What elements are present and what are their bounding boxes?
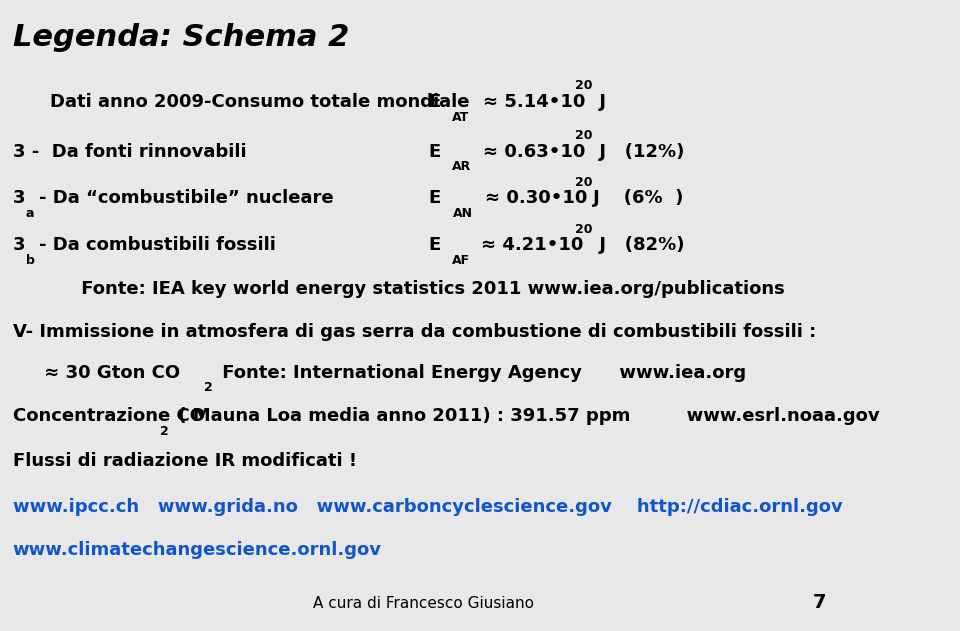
Text: J: J bbox=[593, 93, 607, 111]
Text: J    (6%  ): J (6% ) bbox=[593, 189, 684, 208]
Text: a: a bbox=[26, 207, 35, 220]
Text: E: E bbox=[428, 189, 441, 208]
Text: Legenda: Schema 2: Legenda: Schema 2 bbox=[12, 23, 348, 52]
Text: E: E bbox=[428, 236, 441, 254]
Text: - Da “combustibile” nucleare: - Da “combustibile” nucleare bbox=[39, 189, 334, 208]
Text: Dati anno 2009-Consumo totale mondiale: Dati anno 2009-Consumo totale mondiale bbox=[50, 93, 469, 111]
Text: Concentrazione CO: Concentrazione CO bbox=[12, 408, 204, 425]
Text: J   (12%): J (12%) bbox=[593, 143, 684, 161]
Text: Fonte: International Energy Agency      www.iea.org: Fonte: International Energy Agency www.i… bbox=[216, 363, 746, 382]
Text: Fonte: IEA key world energy statistics 2011 www.iea.org/publications: Fonte: IEA key world energy statistics 2… bbox=[50, 280, 785, 298]
Text: AF: AF bbox=[451, 254, 469, 267]
Text: ≈ 0.30•10: ≈ 0.30•10 bbox=[485, 189, 588, 208]
Text: 3: 3 bbox=[12, 236, 25, 254]
Text: - Da combustibili fossili: - Da combustibili fossili bbox=[39, 236, 276, 254]
Text: www.ipcc.ch   www.grida.no   www.carboncyclescience.gov    http://cdiac.ornl.gov: www.ipcc.ch www.grida.no www.carboncycle… bbox=[12, 498, 842, 516]
Text: 20: 20 bbox=[575, 129, 592, 142]
Text: AT: AT bbox=[451, 110, 468, 124]
Text: 2: 2 bbox=[160, 425, 169, 438]
Text: ≈ 0.63•10: ≈ 0.63•10 bbox=[483, 143, 585, 161]
Text: V- Immissione in atmosfera di gas serra da combustione di combustibili fossili :: V- Immissione in atmosfera di gas serra … bbox=[12, 323, 816, 341]
Text: 2: 2 bbox=[204, 382, 213, 394]
Text: AR: AR bbox=[451, 160, 470, 174]
Text: 20: 20 bbox=[575, 176, 592, 189]
Text: 3 -  Da fonti rinnovabili: 3 - Da fonti rinnovabili bbox=[12, 143, 246, 161]
Text: 20: 20 bbox=[575, 223, 592, 236]
Text: AN: AN bbox=[453, 207, 473, 220]
Text: E: E bbox=[428, 143, 441, 161]
Text: ≈ 4.21•10: ≈ 4.21•10 bbox=[481, 236, 584, 254]
Text: 7: 7 bbox=[813, 593, 827, 612]
Text: J   (82%): J (82%) bbox=[593, 236, 684, 254]
Text: A cura di Francesco Giusiano: A cura di Francesco Giusiano bbox=[313, 596, 535, 611]
Text: ( Mauna Loa media anno 2011) : 391.57 ppm         www.esrl.noaa.gov: ( Mauna Loa media anno 2011) : 391.57 pp… bbox=[172, 408, 879, 425]
Text: ≈ 30 Gton CO: ≈ 30 Gton CO bbox=[12, 363, 180, 382]
Text: 3: 3 bbox=[12, 189, 25, 208]
Text: 20: 20 bbox=[575, 80, 592, 93]
Text: E: E bbox=[428, 93, 441, 111]
Text: ≈ 5.14•10: ≈ 5.14•10 bbox=[483, 93, 585, 111]
Text: b: b bbox=[26, 254, 35, 267]
Text: Flussi di radiazione IR modificati !: Flussi di radiazione IR modificati ! bbox=[12, 452, 356, 470]
Text: www.climatechangescience.ornl.gov: www.climatechangescience.ornl.gov bbox=[12, 541, 381, 559]
